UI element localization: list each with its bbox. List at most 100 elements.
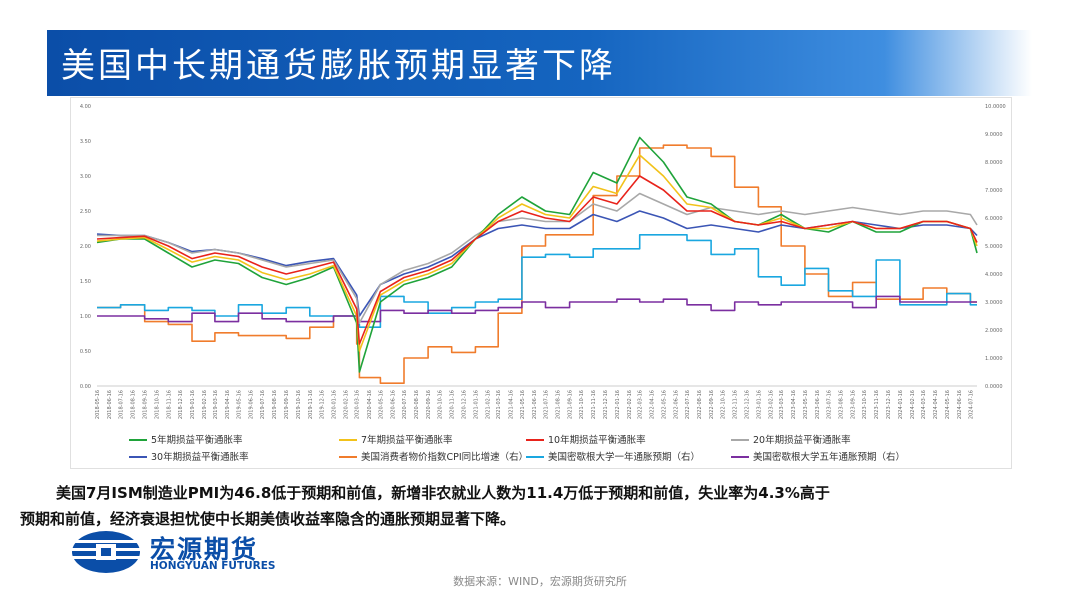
x-tick-label: 2019-03-16 bbox=[213, 390, 219, 419]
x-tick-label: 2021-01-16 bbox=[473, 390, 479, 419]
x-tick-label: 2019-04-16 bbox=[225, 390, 231, 419]
x-tick-label: 2019-11-16 bbox=[308, 390, 314, 419]
x-tick-label: 2018-09-16 bbox=[143, 390, 149, 419]
x-tick-label: 2020-12-16 bbox=[461, 390, 467, 419]
x-tick-label: 2020-07-16 bbox=[402, 390, 408, 419]
y-left-tick-label: 1.00 bbox=[80, 314, 91, 320]
legend-label: 美国消费者物价指数CPI同比增速（右） bbox=[361, 451, 528, 463]
x-tick-label: 2019-12-16 bbox=[319, 390, 325, 419]
x-tick-label: 2022-07-16 bbox=[685, 390, 691, 419]
x-tick-label: 2020-03-16 bbox=[355, 390, 361, 419]
caption-line-1: 美国7月ISM制造业PMI为46.8低于预期和前值，新增非农就业人数为11.4万… bbox=[56, 484, 830, 502]
x-tick-label: 2021-09-16 bbox=[568, 390, 574, 419]
caption: 美国7月ISM制造业PMI为46.8低于预期和前值，新增非农就业人数为11.4万… bbox=[20, 480, 1060, 532]
x-tick-label: 2021-05-16 bbox=[520, 390, 526, 419]
x-tick-label: 2018-05-16 bbox=[95, 390, 101, 419]
data-source-note: 数据来源：WIND，宏源期货研究所 bbox=[453, 575, 627, 588]
y-left-tick-label: 2.50 bbox=[80, 209, 91, 215]
x-tick-label: 2020-08-16 bbox=[414, 390, 420, 419]
y-left-tick-label: 2.00 bbox=[80, 244, 91, 250]
y-left-tick-label: 4.00 bbox=[80, 104, 91, 110]
inflation-expectation-chart: 0.00 0.50 1.00 1.50 2.00 2.50 3.00 3.50 4.00 0.00… bbox=[80, 104, 1006, 463]
x-tick-label: 2024-04-16 bbox=[933, 390, 939, 419]
y-left-tick-label: 0.00 bbox=[80, 384, 91, 390]
y-right-tick-label: 0.0000 bbox=[985, 384, 1003, 390]
series-line-8 bbox=[97, 295, 977, 323]
x-tick-label: 2023-10-16 bbox=[862, 390, 868, 419]
x-tick-label: 2019-02-16 bbox=[202, 390, 208, 419]
legend-label: 美国密歇根大学一年通胀预期（右） bbox=[548, 451, 700, 463]
legend-label: 10年期损益平衡通胀率 bbox=[548, 434, 646, 446]
x-tick-label: 2018-12-16 bbox=[178, 390, 184, 419]
x-tick-label: 2024-07-16 bbox=[968, 390, 974, 419]
logo-name-cn: 宏源期货 bbox=[150, 535, 259, 564]
title-banner: 美国中长期通货膨胀预期显著下降 bbox=[47, 30, 1032, 96]
y-right-tick-label: 8.0000 bbox=[985, 160, 1003, 166]
logo-mark-icon bbox=[70, 531, 142, 573]
series-line-7 bbox=[97, 234, 977, 328]
x-tick-label: 2023-02-16 bbox=[768, 390, 774, 419]
legend-label: 30年期损益平衡通胀率 bbox=[151, 451, 249, 463]
y-right-tick-label: 1.0000 bbox=[985, 356, 1003, 362]
x-tick-label: 2020-04-16 bbox=[367, 390, 373, 419]
x-tick-label: 2020-10-16 bbox=[438, 390, 444, 419]
series-line-3 bbox=[96, 175, 978, 345]
x-tick-label: 2022-01-16 bbox=[615, 390, 621, 419]
series-line-6 bbox=[97, 144, 977, 384]
x-tick-label: 2022-11-16 bbox=[733, 390, 739, 419]
series-line-4 bbox=[97, 192, 978, 324]
x-tick-label: 2023-07-16 bbox=[827, 390, 833, 419]
x-tick-label: 2020-09-16 bbox=[426, 390, 432, 419]
x-tick-label: 2021-10-16 bbox=[579, 390, 585, 419]
series-line-5 bbox=[96, 210, 978, 317]
x-tick-label: 2020-01-16 bbox=[331, 390, 337, 419]
x-tick-label: 2023-03-16 bbox=[779, 390, 785, 419]
x-tick-label: 2023-11-16 bbox=[874, 390, 880, 419]
x-tick-label: 2018-06-16 bbox=[107, 390, 113, 419]
x-tick-label: 2023-12-16 bbox=[886, 390, 892, 419]
y-left-tick-label: 3.00 bbox=[80, 174, 91, 180]
caption-line-2: 预期和前值，经济衰退担忧使中长期美债收益率隐含的通胀预期显著下降。 bbox=[20, 510, 516, 528]
x-tick-label: 2024-05-16 bbox=[945, 390, 951, 419]
x-tick-label: 2018-11-16 bbox=[166, 390, 172, 419]
page-title: 美国中长期通货膨胀预期显著下降 bbox=[61, 46, 616, 86]
x-tick-label: 2024-01-16 bbox=[898, 390, 904, 419]
x-tick-label: 2018-08-16 bbox=[131, 390, 137, 419]
x-tick-label: 2024-03-16 bbox=[921, 390, 927, 419]
legend-label: 20年期损益平衡通胀率 bbox=[753, 434, 851, 446]
y-right-tick-label: 2.0000 bbox=[985, 328, 1003, 334]
x-tick-label: 2022-04-16 bbox=[650, 390, 656, 419]
x-tick-label: 2022-05-16 bbox=[661, 390, 667, 419]
x-tick-label: 2019-10-16 bbox=[296, 390, 302, 419]
x-tick-label: 2023-06-16 bbox=[815, 390, 821, 419]
x-tick-label: 2021-11-16 bbox=[591, 390, 597, 419]
chart-panel: 0.00 0.50 1.00 1.50 2.00 2.50 3.00 3.50 4.00 0.00… bbox=[70, 97, 1012, 469]
x-tick-label: 2020-02-16 bbox=[343, 390, 349, 419]
x-tick-label: 2023-09-16 bbox=[851, 390, 857, 419]
x-tick-label: 2019-05-16 bbox=[236, 390, 242, 419]
x-tick-label: 2022-03-16 bbox=[638, 390, 644, 419]
x-tick-label: 2018-07-16 bbox=[119, 390, 125, 419]
x-tick-label: 2021-03-16 bbox=[496, 390, 502, 419]
x-tick-label: 2019-01-16 bbox=[190, 390, 196, 419]
x-tick-label: 2020-05-16 bbox=[378, 390, 384, 419]
legend-label: 5年期损益平衡通胀率 bbox=[151, 434, 243, 446]
y-right-tick-label: 9.0000 bbox=[985, 132, 1003, 138]
y-left-tick-label: 3.50 bbox=[80, 139, 91, 145]
x-tick-label: 2021-12-16 bbox=[603, 390, 609, 419]
x-tick-label: 2023-01-16 bbox=[756, 390, 762, 419]
x-tick-label: 2022-10-16 bbox=[721, 390, 727, 419]
x-tick-label: 2023-05-16 bbox=[803, 390, 809, 419]
x-tick-label: 2019-08-16 bbox=[272, 390, 278, 419]
legend-label: 7年期损益平衡通胀率 bbox=[361, 434, 453, 446]
x-tick-label: 2021-08-16 bbox=[556, 390, 562, 419]
x-tick-label: 2021-07-16 bbox=[544, 390, 550, 419]
x-tick-label: 2019-06-16 bbox=[249, 390, 255, 419]
x-tick-label: 2022-12-16 bbox=[744, 390, 750, 419]
y-right-tick-label: 7.0000 bbox=[985, 188, 1003, 194]
x-tick-label: 2023-04-16 bbox=[791, 390, 797, 419]
y-right-tick-label: 5.0000 bbox=[985, 244, 1003, 250]
y-right-tick-label: 3.0000 bbox=[985, 300, 1003, 306]
company-logo: 宏源期货 HONGYUAN FUTURES bbox=[70, 528, 310, 576]
x-tick-label: 2021-06-16 bbox=[532, 390, 538, 419]
